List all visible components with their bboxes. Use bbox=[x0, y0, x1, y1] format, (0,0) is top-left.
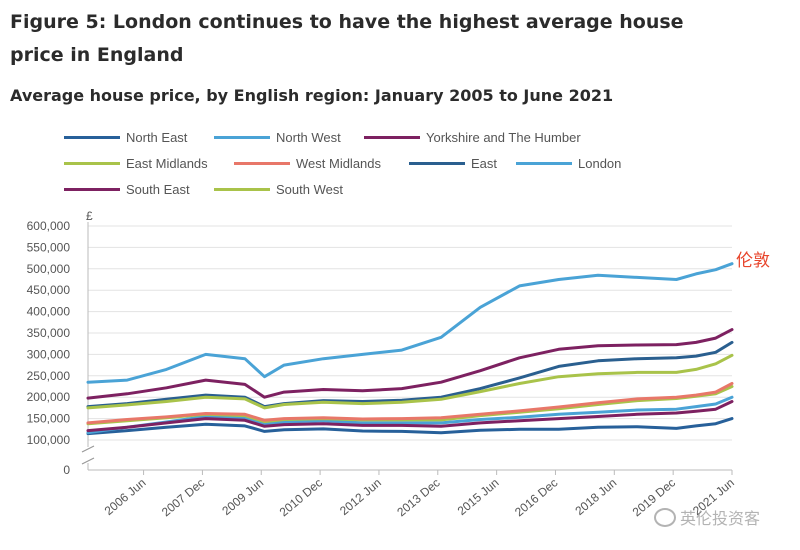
legend-label: West Midlands bbox=[296, 155, 382, 171]
series-line-south-west bbox=[86, 353, 734, 410]
x-tick-label: 2016 Dec bbox=[512, 476, 560, 520]
legend-swatch bbox=[516, 161, 572, 165]
series-line-north-east bbox=[86, 417, 734, 436]
series-line-east bbox=[86, 340, 734, 409]
legend-item-london[interactable]: London bbox=[516, 154, 621, 172]
legend-label: East bbox=[471, 155, 498, 171]
watermark: 英伦投资客 bbox=[654, 505, 760, 529]
y-tick-label: 300,000 bbox=[27, 347, 71, 361]
wechat-icon bbox=[654, 508, 676, 527]
chart-legend: North East North West Yorkshire and The … bbox=[64, 126, 764, 202]
series-line-west-midlands bbox=[86, 382, 734, 425]
y-tick-label: 200,000 bbox=[27, 390, 71, 404]
y-tick-label: 450,000 bbox=[27, 283, 71, 297]
x-tick-label: 2006 Jun bbox=[102, 476, 149, 518]
y-axis-ticks: 0 100,000 150,000 200,000 250,000 300,000 350,… bbox=[27, 219, 71, 477]
legend-swatch bbox=[234, 161, 290, 165]
legend-swatch bbox=[214, 135, 270, 139]
series-lines bbox=[86, 262, 734, 436]
y-tick-label: 150,000 bbox=[27, 412, 71, 426]
x-tick-label: 2007 Dec bbox=[159, 476, 207, 520]
x-tick-label: 2009 Jun bbox=[219, 476, 266, 518]
series-line-south-east bbox=[86, 328, 734, 400]
x-axis-ticks: 2006 Jun 2007 Dec 2009 Jun 2010 Dec 2012 Jun… bbox=[102, 470, 737, 519]
legend-swatch bbox=[64, 187, 120, 191]
x-tick-label: 2012 Jun bbox=[337, 476, 384, 518]
legend-swatch bbox=[64, 135, 120, 139]
x-tick-label: 2010 Dec bbox=[277, 476, 325, 520]
legend-swatch bbox=[64, 161, 120, 165]
legend-label: South West bbox=[276, 181, 343, 197]
legend-item-south-east[interactable]: South East bbox=[64, 180, 190, 198]
y-tick-label: 600,000 bbox=[27, 219, 71, 233]
legend-label: London bbox=[578, 155, 622, 171]
axis-break-marker bbox=[81, 445, 95, 465]
y-tick-label: 550,000 bbox=[27, 240, 71, 254]
y-tick-label: 500,000 bbox=[27, 262, 71, 276]
legend-item-west-midlands[interactable]: West Midlands bbox=[234, 154, 381, 172]
figure-title: Figure 5: London continues to have the h… bbox=[10, 11, 684, 66]
series-line-north-west bbox=[86, 395, 734, 435]
x-tick-label: 2018 Jun bbox=[572, 476, 619, 518]
legend-item-east[interactable]: East bbox=[409, 154, 497, 172]
legend-label: North West bbox=[276, 129, 341, 145]
gridlines bbox=[88, 225, 732, 441]
legend-swatch bbox=[364, 135, 420, 139]
watermark-text: 英伦投资客 bbox=[680, 509, 761, 528]
legend-item-north-east[interactable]: North East bbox=[64, 128, 187, 146]
legend-label: North East bbox=[126, 129, 188, 145]
legend-item-yorkshire[interactable]: Yorkshire and The Humber bbox=[364, 128, 581, 146]
legend-label: South East bbox=[126, 181, 190, 197]
axes bbox=[81, 222, 732, 471]
y-tick-label: 400,000 bbox=[27, 305, 71, 319]
y-tick-label: 350,000 bbox=[27, 326, 71, 340]
legend-label: Yorkshire and The Humber bbox=[426, 129, 581, 145]
legend-item-south-west[interactable]: South West bbox=[214, 180, 343, 198]
chart-title: Average house price, by English region: … bbox=[10, 86, 614, 105]
series-line-london bbox=[86, 262, 734, 384]
y-axis-unit-label: £ bbox=[86, 209, 93, 223]
x-tick-label: 2013 Dec bbox=[394, 476, 442, 520]
legend-swatch bbox=[214, 187, 270, 191]
legend-swatch bbox=[409, 161, 465, 165]
series-line-yorkshire-and-the-humber bbox=[86, 400, 734, 433]
y-tick-label: 250,000 bbox=[27, 369, 71, 383]
y-tick-label: 0 bbox=[63, 463, 70, 477]
y-tick-label: 100,000 bbox=[27, 433, 71, 447]
legend-label: East Midlands bbox=[126, 155, 208, 171]
london-annotation: 伦敦 bbox=[736, 251, 770, 271]
legend-item-east-midlands[interactable]: East Midlands bbox=[64, 154, 208, 172]
x-tick-label: 2015 Jun bbox=[455, 476, 502, 518]
legend-item-north-west[interactable]: North West bbox=[214, 128, 341, 146]
